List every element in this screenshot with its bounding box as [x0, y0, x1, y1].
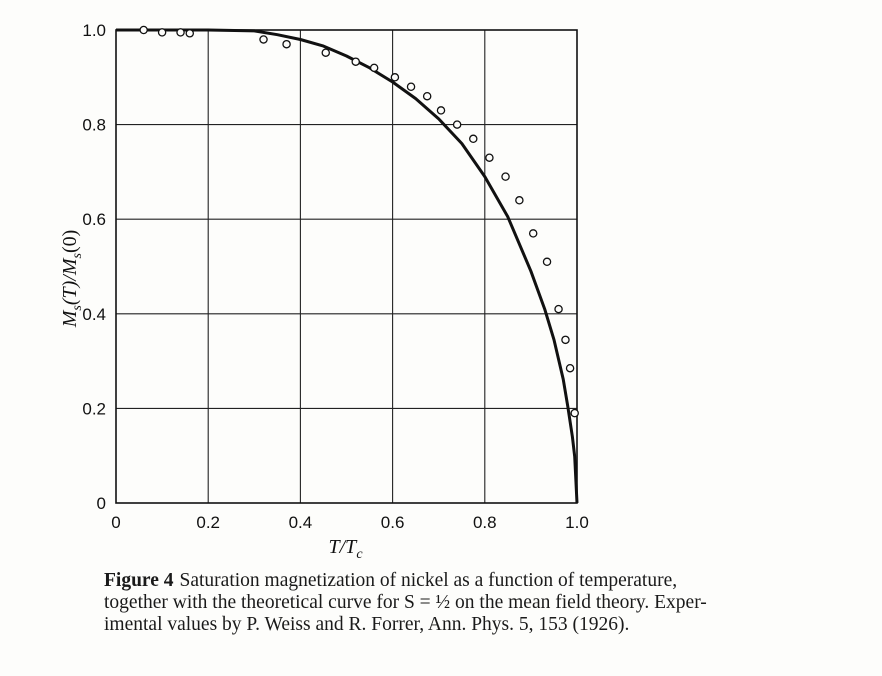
y-tick-label: 0	[97, 494, 106, 513]
data-point	[282, 39, 291, 49]
theory-curve	[116, 28, 579, 504]
data-point	[259, 35, 268, 44]
chart: 0 0.2 0.4 0.6 0.8 1.0 0 0.2 0.4 0.6 0.8 1.0 T/Tc Ms(T…	[59, 21, 589, 562]
figure-caption: Figure 4 Saturation magnetization of nick…	[104, 570, 864, 636]
caption-text: Saturation magnetization of nickel as a …	[104, 570, 707, 635]
y-tick-label: 0.8	[82, 116, 106, 135]
data-point	[515, 196, 524, 205]
data-point	[485, 153, 494, 162]
x-tick-label: 0.2	[196, 513, 220, 532]
data-point	[469, 134, 478, 144]
data-point	[185, 29, 195, 38]
data-point	[554, 304, 563, 314]
caption-label: Figure 4	[104, 570, 174, 591]
data-point	[561, 335, 570, 345]
data-point	[351, 57, 360, 66]
y-tick-label: 1.0	[82, 21, 106, 40]
data-point	[422, 91, 432, 101]
data-point	[369, 63, 379, 73]
data-point	[570, 408, 579, 418]
data-point	[157, 28, 167, 37]
data-point	[406, 82, 416, 92]
data-point	[501, 172, 510, 181]
x-tick-label: 1.0	[565, 513, 589, 532]
data-point	[321, 48, 331, 57]
data-point	[542, 257, 552, 267]
data-point	[176, 28, 185, 37]
data-point	[452, 120, 462, 129]
plot-frame	[115, 29, 578, 504]
x-tick-label: 0	[111, 513, 120, 532]
y-tick-label: 0.4	[82, 305, 106, 324]
data-point	[528, 229, 538, 238]
y-axis-title: Ms(T)/Ms(0)	[59, 230, 85, 329]
data-point	[565, 363, 575, 373]
x-tick-label: 0.6	[381, 513, 405, 532]
x-tick-label: 0.8	[473, 513, 497, 532]
chart-svg: 0 0.2 0.4 0.6 0.8 1.0 0 0.2 0.4 0.6 0.8 1.0 T/Tc Ms(T…	[59, 21, 589, 562]
y-tick-label: 0.6	[82, 210, 106, 229]
x-tick-label: 0.4	[289, 513, 313, 532]
data-point	[139, 25, 148, 35]
data-point	[390, 73, 400, 82]
data-point	[436, 106, 446, 115]
y-tick-label: 0.2	[82, 399, 106, 418]
x-axis-title: T/Tc	[329, 536, 364, 560]
